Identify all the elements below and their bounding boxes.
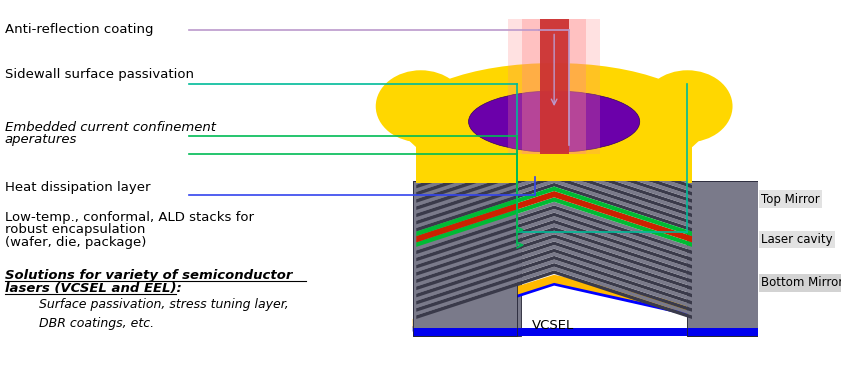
Bar	[686, 181, 759, 328]
Polygon shape	[416, 209, 692, 258]
Polygon shape	[416, 176, 692, 224]
Polygon shape	[416, 249, 692, 297]
Polygon shape	[416, 191, 692, 242]
Polygon shape	[416, 227, 692, 276]
Polygon shape	[416, 186, 692, 236]
Polygon shape	[416, 263, 692, 312]
Bar	[686, 181, 759, 336]
Text: Heat dissipation layer: Heat dissipation layer	[4, 181, 150, 194]
Text: DBR coatings, etc.: DBR coatings, etc.	[23, 317, 154, 330]
Text: Bottom Mirror: Bottom Mirror	[761, 277, 841, 290]
Polygon shape	[416, 259, 692, 308]
Ellipse shape	[376, 70, 466, 142]
Polygon shape	[416, 267, 692, 316]
Polygon shape	[416, 202, 692, 251]
Ellipse shape	[468, 91, 640, 152]
Bar	[522, 19, 586, 154]
Polygon shape	[416, 165, 692, 214]
Text: VCSEL: VCSEL	[532, 319, 574, 332]
Text: Sidewall surface passivation: Sidewall surface passivation	[4, 68, 193, 81]
Polygon shape	[416, 183, 692, 231]
Text: Anti-reflection coating: Anti-reflection coating	[4, 23, 153, 36]
Polygon shape	[416, 256, 692, 304]
Polygon shape	[416, 270, 692, 319]
Text: Top Mirror: Top Mirror	[761, 193, 820, 206]
Polygon shape	[413, 275, 759, 328]
Polygon shape	[416, 154, 692, 203]
Polygon shape	[416, 143, 692, 192]
Text: lasers (VCSEL and EEL):: lasers (VCSEL and EEL):	[4, 282, 182, 295]
Polygon shape	[416, 140, 692, 188]
Polygon shape	[416, 156, 692, 181]
Polygon shape	[416, 197, 692, 247]
Text: Embedded current confinement: Embedded current confinement	[4, 121, 215, 134]
Polygon shape	[416, 172, 692, 221]
Polygon shape	[416, 136, 692, 185]
Text: Surface passivation, stress tuning layer,: Surface passivation, stress tuning layer…	[23, 298, 288, 311]
Polygon shape	[416, 158, 692, 206]
Polygon shape	[416, 238, 692, 286]
Polygon shape	[416, 179, 692, 228]
Text: (wafer, die, package): (wafer, die, package)	[4, 236, 145, 249]
Bar	[416, 151, 692, 181]
Polygon shape	[416, 168, 692, 217]
Bar	[413, 230, 521, 336]
Polygon shape	[416, 147, 692, 196]
Bar	[540, 19, 569, 154]
Polygon shape	[416, 231, 692, 279]
Text: robust encapsulation: robust encapsulation	[4, 223, 145, 236]
Text: Laser cavity: Laser cavity	[761, 233, 833, 246]
Polygon shape	[416, 213, 692, 261]
Polygon shape	[416, 241, 692, 290]
Bar	[413, 328, 759, 336]
Text: Low-temp., conformal, ALD stacks for: Low-temp., conformal, ALD stacks for	[4, 210, 253, 223]
Polygon shape	[416, 220, 692, 269]
Polygon shape	[416, 223, 692, 272]
Bar	[416, 147, 517, 183]
Ellipse shape	[643, 70, 733, 142]
Bar	[686, 230, 759, 336]
Polygon shape	[416, 216, 692, 265]
Polygon shape	[416, 245, 692, 294]
Text: Solutions for variety of semiconductor: Solutions for variety of semiconductor	[4, 269, 292, 282]
Polygon shape	[416, 206, 692, 254]
Polygon shape	[416, 151, 692, 199]
Text: aperatures: aperatures	[4, 133, 77, 146]
Bar	[686, 147, 692, 183]
Bar	[413, 181, 517, 328]
Polygon shape	[413, 282, 759, 332]
Bar	[508, 19, 600, 154]
Ellipse shape	[401, 63, 707, 180]
Polygon shape	[416, 252, 692, 301]
Bar	[413, 181, 517, 336]
Polygon shape	[416, 161, 692, 210]
Polygon shape	[416, 234, 692, 283]
